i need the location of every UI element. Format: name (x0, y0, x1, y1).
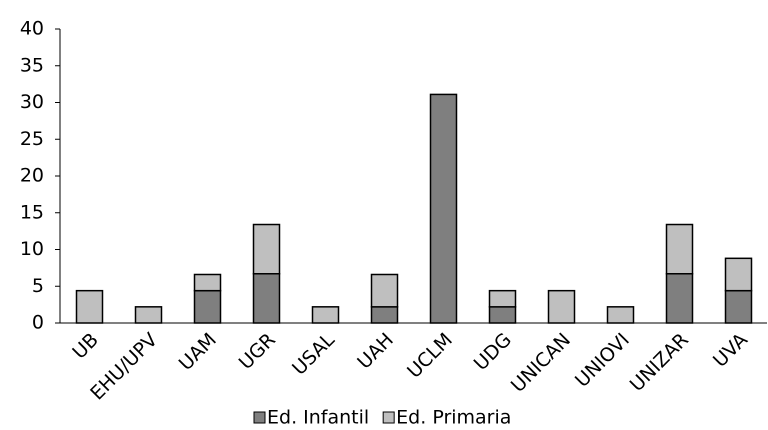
bar-segment (370, 306, 399, 324)
x-tick-label: UNIOVI (571, 329, 634, 392)
bar-segment (724, 289, 753, 324)
x-tick-label: UDG (470, 329, 516, 375)
bar-segment (429, 93, 458, 324)
y-tick-label: 15 (20, 201, 44, 223)
y-tick-label: 0 (32, 312, 44, 334)
bar-segment (193, 273, 222, 292)
bar-segment (193, 289, 222, 324)
x-tick-label: UAM (175, 329, 221, 375)
legend-swatch (253, 411, 266, 424)
y-tick-label: 35 (20, 54, 44, 76)
y-tick-label: 40 (20, 18, 44, 40)
bar-segment (134, 306, 163, 324)
bar-segment (370, 273, 399, 308)
legend-label: Ed. Primaria (396, 407, 511, 429)
x-tick-label: UVA (709, 329, 752, 372)
x-tick-label: USAL (288, 329, 339, 380)
bar-segment (547, 289, 576, 324)
x-tick-label: UNIZAR (626, 329, 693, 396)
legend-label: Ed. Infantil (267, 407, 369, 429)
x-tick-label: UNICAN (507, 329, 575, 397)
y-tick-label: 5 (32, 275, 44, 297)
bar-segment (488, 289, 517, 308)
x-tick-label: UAH (353, 329, 398, 374)
bar-segment (724, 257, 753, 292)
bar-segment (488, 306, 517, 324)
x-tick-label: UCLM (403, 329, 457, 383)
legend-swatch (382, 411, 395, 424)
y-tick-label: 20 (20, 165, 44, 187)
bar-segment (606, 306, 635, 324)
bar-segment (665, 223, 694, 275)
bar-segment (665, 273, 694, 324)
bar-segment (252, 223, 281, 275)
y-tick-label: 25 (20, 128, 44, 150)
bar-segment (311, 306, 340, 324)
x-tick-label: UB (68, 329, 103, 364)
y-tick-label: 30 (20, 91, 44, 113)
x-tick-label: UGR (235, 329, 280, 374)
y-tick-label: 10 (20, 238, 44, 260)
bar-segment (252, 273, 281, 324)
bar-segment (75, 289, 104, 324)
